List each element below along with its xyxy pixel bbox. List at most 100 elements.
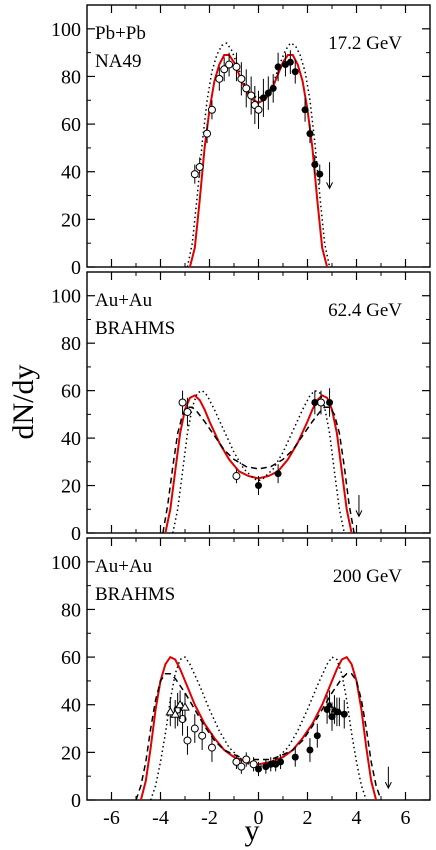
data-point-filled [267,760,275,768]
curve-dashed [135,673,382,800]
data-point-open [247,91,256,100]
data-point-open [198,731,207,740]
data-point-open [220,65,229,74]
panel-2: 0 20 40 60 80 100 Au+Au BRAHMS 62.4 GeV [51,271,431,545]
y-tick-label: 40 [61,428,81,450]
data-point-open [195,162,204,171]
y-tick-label: 60 [61,647,81,669]
data-point-open [316,398,325,407]
curve-dotted [186,42,331,267]
curves [162,389,355,533]
x-tick-label: 6 [401,807,411,829]
y-tick-label: 80 [61,66,81,88]
data-point-open [254,105,263,114]
data-point-filled [255,765,262,773]
panel-energy-label: 200 GeV [333,566,402,587]
y-tick-label: 60 [61,114,81,136]
panel-1: 0 20 40 60 80 100 Pb+Pb NA49 17.2 GeV [51,4,431,279]
data-point-filled [259,94,267,102]
data-point-filled-triangle [330,705,339,713]
data-point-open-triangle [170,709,181,718]
y-tick-label: 0 [71,257,81,279]
panel-energy-label: 17.2 GeV [328,33,402,54]
data-point-filled [269,84,277,92]
x-tick-label: 0 [254,807,264,829]
panel-energy-label: 62.4 GeV [328,300,402,321]
data-point-open [225,60,234,69]
panel-system-label: Au+Au [95,290,153,311]
data-point-filled [326,399,334,406]
data-point-open [207,105,216,114]
data-point-filled [274,470,282,478]
y-tick-label: 40 [61,162,81,184]
y-tick-label: 20 [61,476,81,498]
panel-system-label: Pb+Pb [95,23,146,44]
data-point-open [232,62,241,71]
y-tick-label: 20 [61,209,81,231]
y-tick-label: 0 [71,523,81,545]
curve-solid [139,655,378,800]
panel-experiment-label: NA49 [95,51,141,72]
curve-dotted [172,389,346,533]
data-point-open [183,736,192,745]
limit-arrow-head [384,781,392,790]
limit-arrow-head [326,182,333,190]
y-tick-label: 100 [51,286,81,308]
y-tick-label: 20 [61,742,81,764]
panel-system-label: Au+Au [95,556,153,577]
y-tick-label: 80 [61,333,81,355]
data-point-filled [291,753,299,761]
data-point-filled [306,746,314,754]
data-point-filled [316,170,324,178]
data-point-filled [323,705,331,713]
data-point-open [242,84,251,93]
x-tick-label: -6 [103,807,120,829]
data-point-filled [291,68,299,76]
x-tick-label: 4 [352,807,362,829]
data-point-filled-triangle [335,707,344,715]
y-tick-label: 60 [61,381,81,403]
curves [135,655,382,800]
data-point-open [190,724,199,733]
data-point-filled [277,758,285,766]
data-point-open [249,760,258,769]
data-point-filled [264,89,272,97]
x-tick-label: -4 [152,807,169,829]
data-point-filled [255,482,262,490]
panel-experiment-label: BRAHMS [95,318,175,339]
panel-experiment-label: BRAHMS [95,584,175,605]
curve-solid [188,54,329,267]
data-point-open [215,74,224,83]
data-point-filled [311,399,319,406]
data-point-filled [306,130,314,138]
limit-arrow-head [355,510,363,518]
data-point-open [178,398,187,407]
x-axis-title: y [245,814,260,847]
y-tick-label: 100 [51,19,81,41]
data-point-filled [328,713,336,721]
y-tick-label: 100 [51,552,81,574]
data-point-open-triangle [165,706,176,716]
data-point-open-triangle [180,702,190,711]
y-tick-label: 0 [71,790,81,812]
data-point-filled-triangle [325,700,334,708]
curves [186,42,331,267]
data-point-open [207,743,216,752]
y-tick-label: 40 [61,695,81,717]
data-point-filled [301,106,309,114]
panel-3: 0 20 40 60 80 100 -6 -4 -2 0 2 4 6 Au+Au BRAHMS 200 GeV [51,537,431,829]
data-point-filled [286,58,294,66]
data-point-open [232,472,241,481]
data-point-filled [274,63,282,71]
data-point-open-triangle [175,699,185,709]
x-tick-label: -2 [201,807,218,829]
data-point-filled [311,161,319,169]
curve-dashed [162,406,355,533]
x-tick-label: 2 [303,807,313,829]
data-point-open [232,757,241,766]
data-point-open [242,755,251,764]
data-point-open [237,74,246,83]
data-point-open [237,762,246,771]
